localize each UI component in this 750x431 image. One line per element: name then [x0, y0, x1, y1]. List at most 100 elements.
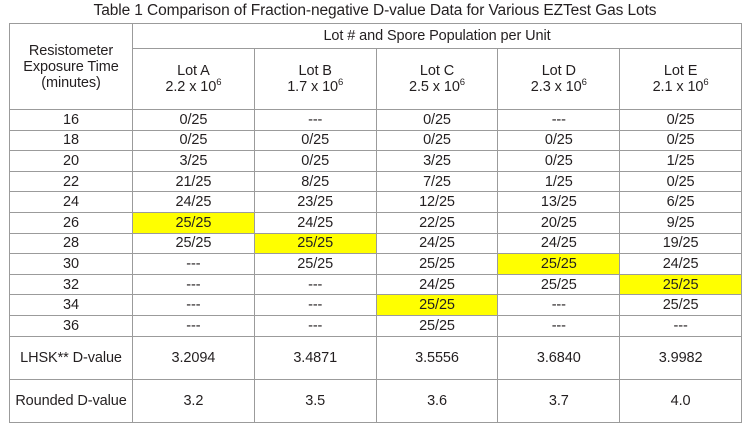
table-row: 16 0/25 --- 0/25 --- 0/25	[9, 109, 742, 131]
lot-a-name: Lot A	[177, 63, 210, 79]
cell-fraction-negative: ---	[253, 314, 377, 337]
cell-fraction-negative: 25/25	[619, 273, 742, 296]
cell-fraction-negative: ---	[253, 109, 377, 131]
cell-fraction-negative: 0/25	[619, 170, 742, 193]
cell-fraction-negative: 25/25	[497, 273, 621, 296]
cell-fraction-negative: 25/25	[375, 294, 499, 316]
table-row: 32 --- --- 24/25 25/25 25/25	[9, 273, 742, 296]
summary-cell-d-value: 3.4871	[253, 335, 377, 380]
cell-fraction-negative: 0/25	[619, 129, 742, 152]
cell-fraction-negative: 25/25	[497, 253, 621, 275]
cell-fraction-negative: 22/25	[375, 211, 499, 234]
cell-fraction-negative: 0/25	[497, 129, 621, 152]
header-row-lots: Lot A 2.2 x 106 Lot B 1.7 x 106 Lot C 2.…	[10, 48, 742, 110]
cell-fraction-negative: 21/25	[132, 170, 255, 193]
summary-cell-d-value: 3.6840	[497, 335, 621, 380]
lot-b-exponent: 6	[338, 77, 344, 89]
header-lot-d: Lot D 2.3 x 106	[497, 48, 621, 110]
cell-exposure-time: 24	[9, 191, 133, 213]
lot-c-population: 2.5 x 106	[409, 77, 465, 95]
cell-fraction-negative: 1/25	[619, 150, 742, 172]
header-row-span: Resistometer Exposure Time (minutes) Lot…	[9, 23, 742, 110]
summary-cell-d-value: 4.0	[619, 378, 742, 423]
cell-exposure-time: 30	[9, 253, 133, 275]
lot-d-exponent: 6	[581, 77, 587, 89]
cell-fraction-negative: ---	[132, 273, 255, 296]
cell-fraction-negative: ---	[497, 294, 621, 316]
header-lot-c: Lot C 2.5 x 106	[375, 48, 499, 110]
cell-fraction-negative: 25/25	[619, 294, 742, 316]
header-lot-span: Lot # and Spore Population per Unit	[132, 23, 742, 49]
d-value-table: Resistometer Exposure Time (minutes) Lot…	[9, 23, 742, 423]
cell-fraction-negative: ---	[619, 314, 742, 337]
cell-fraction-negative: 3/25	[375, 150, 499, 172]
cell-exposure-time: 32	[9, 273, 133, 296]
summary-row-label: Rounded D-value	[9, 378, 133, 423]
summary-row: LHSK** D-value 3.2094 3.4871 3.5556 3.6840 3.…	[9, 335, 742, 380]
cell-fraction-negative: ---	[497, 314, 621, 337]
lot-b-population: 1.7 x 106	[287, 77, 344, 95]
lot-c-name: Lot C	[419, 63, 455, 79]
cell-fraction-negative: 24/25	[497, 232, 621, 255]
table-row: 24 24/25 23/25 12/25 13/25 6/25	[9, 191, 742, 213]
summary-cell-d-value: 3.9982	[619, 335, 742, 380]
summary-row-label: LHSK** D-value	[9, 335, 133, 380]
lot-d-population: 2.3 x 106	[530, 77, 587, 95]
lot-a-population: 2.2 x 106	[165, 77, 222, 95]
cell-fraction-negative: 20/25	[497, 211, 621, 234]
cell-fraction-negative: 0/25	[619, 109, 742, 131]
table-row: 34 --- --- 25/25 --- 25/25	[9, 294, 742, 316]
table-row: 28 25/25 25/25 24/25 24/25 19/25	[9, 232, 742, 255]
cell-fraction-negative: ---	[132, 314, 255, 337]
lot-e-population: 2.1 x 106	[652, 77, 709, 95]
cell-fraction-negative: 25/25	[253, 253, 377, 275]
summary-cell-d-value: 3.6	[375, 378, 499, 423]
cell-fraction-negative: 0/25	[375, 129, 499, 152]
cell-fraction-negative: 0/25	[132, 129, 255, 152]
cell-fraction-negative: 25/25	[375, 314, 499, 337]
summary-cell-d-value: 3.2	[132, 378, 255, 423]
cell-fraction-negative: 23/25	[253, 191, 377, 213]
lot-b-name: Lot B	[298, 63, 332, 79]
cell-fraction-negative: 25/25	[253, 232, 377, 255]
summary-cell-d-value: 3.5	[253, 378, 377, 423]
cell-fraction-negative: 3/25	[132, 150, 255, 172]
table-row: 26 25/25 24/25 22/25 20/25 9/25	[9, 211, 742, 234]
cell-fraction-negative: ---	[132, 294, 255, 316]
cell-fraction-negative: 24/25	[253, 211, 377, 234]
summary-cell-d-value: 3.2094	[132, 335, 255, 380]
cell-fraction-negative: 25/25	[132, 232, 255, 255]
table-body: Resistometer Exposure Time (minutes) Lot…	[9, 23, 742, 423]
header-lot-e: Lot E 2.1 x 106	[619, 48, 742, 110]
cell-fraction-negative: 1/25	[497, 170, 621, 193]
page-title: Table 1 Comparison of Fraction-negative …	[93, 2, 657, 19]
table-row: 22 21/25 8/25 7/25 1/25 0/25	[9, 170, 742, 193]
cell-fraction-negative: ---	[253, 273, 377, 296]
summary-cell-d-value: 3.7	[497, 378, 621, 423]
cell-exposure-time: 16	[9, 109, 133, 131]
cell-exposure-time: 22	[9, 170, 133, 193]
lot-a-exponent: 6	[216, 77, 222, 89]
table-row: 30 --- 25/25 25/25 25/25 24/25	[9, 253, 742, 275]
cell-fraction-negative: ---	[132, 253, 255, 275]
header-lot-b: Lot B 1.7 x 106	[253, 48, 377, 110]
cell-fraction-negative: 0/25	[132, 109, 255, 131]
cell-fraction-negative: 8/25	[253, 170, 377, 193]
cell-fraction-negative: 24/25	[132, 191, 255, 213]
cell-fraction-negative: 13/25	[497, 191, 621, 213]
cell-fraction-negative: 24/25	[375, 232, 499, 255]
header-exposure-time: Resistometer Exposure Time (minutes)	[9, 23, 133, 110]
lot-c-exponent: 6	[459, 77, 465, 89]
header-lot-a: Lot A 2.2 x 106	[132, 48, 255, 110]
table-row: 36 --- --- 25/25 --- ---	[9, 314, 742, 337]
cell-fraction-negative: 24/25	[619, 253, 742, 275]
lot-e-name: Lot E	[663, 63, 698, 79]
cell-exposure-time: 26	[9, 211, 133, 234]
table-row: 18 0/25 0/25 0/25 0/25 0/25	[9, 129, 742, 152]
cell-fraction-negative: ---	[497, 109, 621, 131]
lot-d-name: Lot D	[541, 63, 576, 79]
cell-fraction-negative: 0/25	[497, 150, 621, 172]
cell-fraction-negative: 6/25	[619, 191, 742, 213]
cell-exposure-time: 34	[9, 294, 133, 316]
cell-exposure-time: 36	[9, 314, 133, 337]
